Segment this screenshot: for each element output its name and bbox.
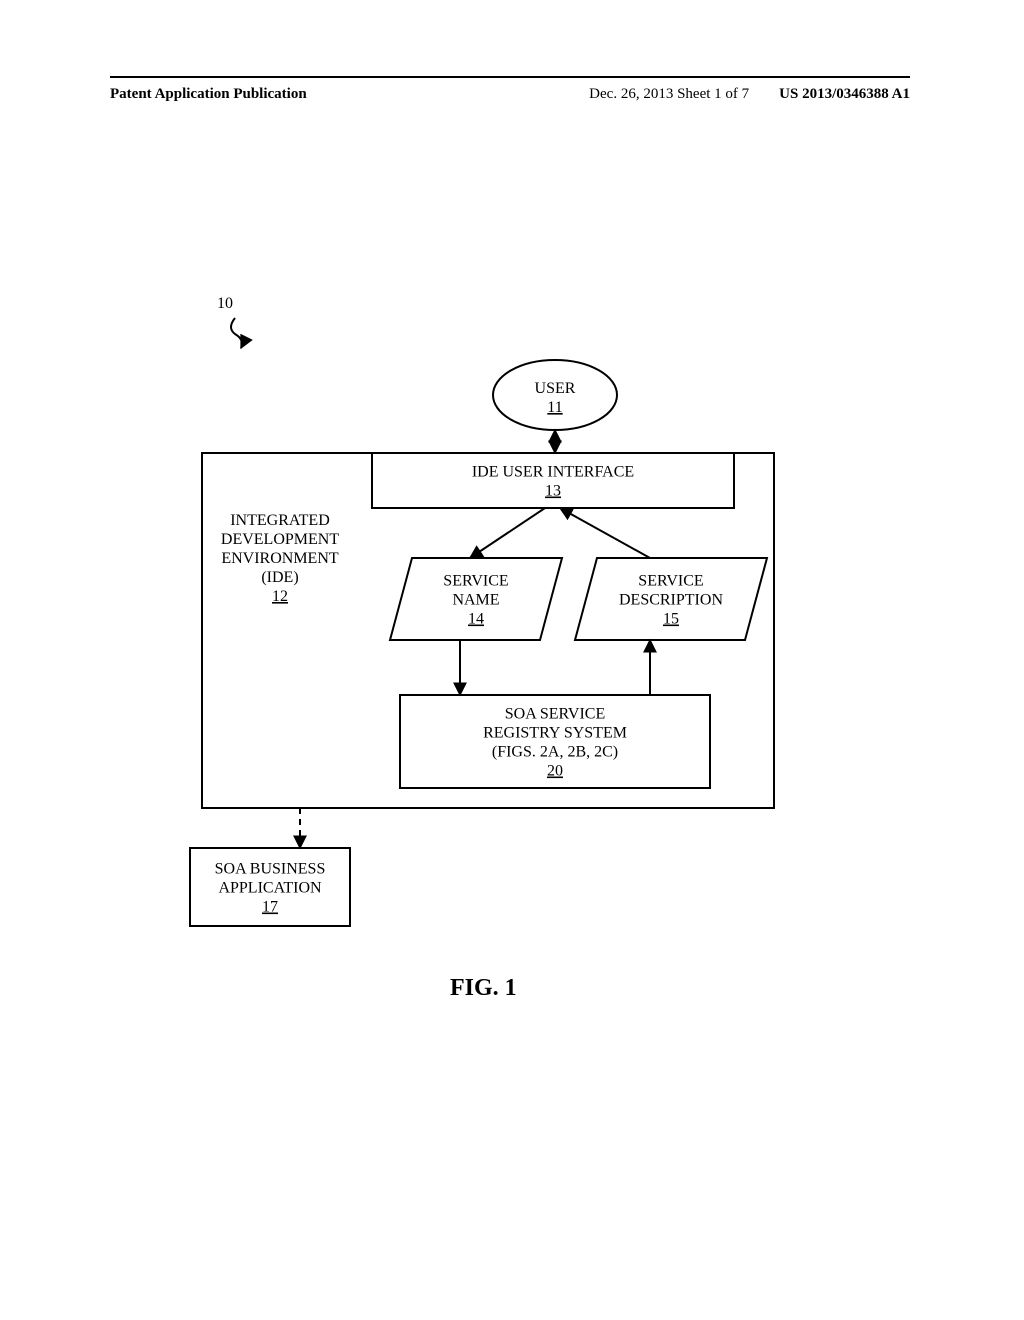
page: Patent Application Publication Dec. 26, … (0, 0, 1024, 1320)
node-registry-line: REGISTRY SYSTEM (483, 725, 627, 742)
figure-caption: FIG. 1 (450, 975, 517, 1002)
ref-10: 10 (217, 295, 233, 312)
node-ide_label-line: INTEGRATED (230, 512, 330, 529)
node-ide_box (202, 453, 774, 808)
node-user-line: USER (535, 380, 576, 397)
node-ide_label-line: ENVIRONMENT (221, 550, 339, 567)
node-ide_ui-ref: 13 (545, 483, 561, 500)
node-ide_label-ref: 12 (272, 588, 288, 605)
node-ide_ui (372, 453, 734, 508)
ref-10-pointer (231, 318, 242, 348)
node-svc_name-line: NAME (452, 592, 499, 609)
node-biz_app-line: SOA BUSINESS (215, 861, 326, 878)
edge-2 (560, 508, 650, 558)
node-ide_ui-line: IDE USER INTERFACE (472, 464, 634, 481)
edge-1 (470, 508, 545, 558)
node-svc_name-ref: 14 (468, 611, 484, 628)
node-registry-ref: 20 (547, 763, 563, 780)
node-registry-line: (FIGS. 2A, 2B, 2C) (492, 744, 618, 761)
node-svc_desc-line: SERVICE (638, 573, 703, 590)
node-svc_name-line: SERVICE (443, 573, 508, 590)
node-biz_app-ref: 17 (262, 899, 278, 916)
node-user-ref: 11 (547, 399, 562, 416)
node-registry-line: SOA SERVICE (505, 706, 606, 723)
node-svc_desc-ref: 15 (663, 611, 679, 628)
node-ide_label-line: DEVELOPMENT (221, 531, 339, 548)
flowchart-svg: 10 USER 11 INTEGRATED DEVELOPMENT ENVIRONMENT… (0, 0, 1024, 1320)
node-svc_desc-line: DESCRIPTION (619, 592, 723, 609)
node-biz_app-line: APPLICATION (218, 880, 322, 897)
node-ide_label-line: (IDE) (261, 569, 298, 586)
